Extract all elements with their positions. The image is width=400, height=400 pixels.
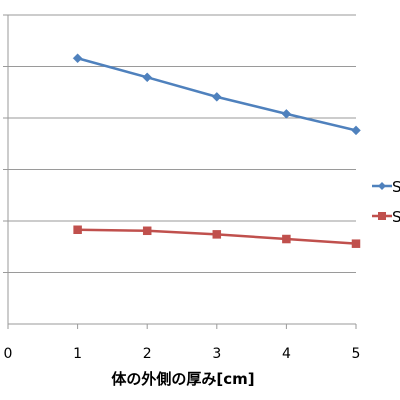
data-point [351,125,361,136]
gridlines [3,14,356,273]
x-tick-label: 3 [212,346,221,362]
x-tick-label: 0 [4,346,13,362]
x-tick-label: 1 [73,346,82,362]
data-point [72,53,83,64]
legend-marker [378,212,386,220]
data-point [73,225,82,235]
data-point [142,226,152,236]
x-axis-title: 体の外側の厚み[cm] [111,370,254,388]
data-point [281,109,292,119]
data-point [282,234,291,244]
legend-label: S [392,208,400,226]
legend-label: S [392,178,400,196]
x-tick-label: 5 [352,346,361,362]
data-point [351,239,361,248]
legend: SS [372,178,400,226]
x-tick-label: 4 [282,346,291,362]
data-point [211,92,222,102]
data-point [212,230,222,239]
series-lines [72,53,361,248]
x-tick-labels: 0 1 2 3 4 5 [4,324,361,362]
data-point [142,72,153,83]
x-tick-label: 2 [143,346,152,362]
legend-marker [378,182,386,190]
